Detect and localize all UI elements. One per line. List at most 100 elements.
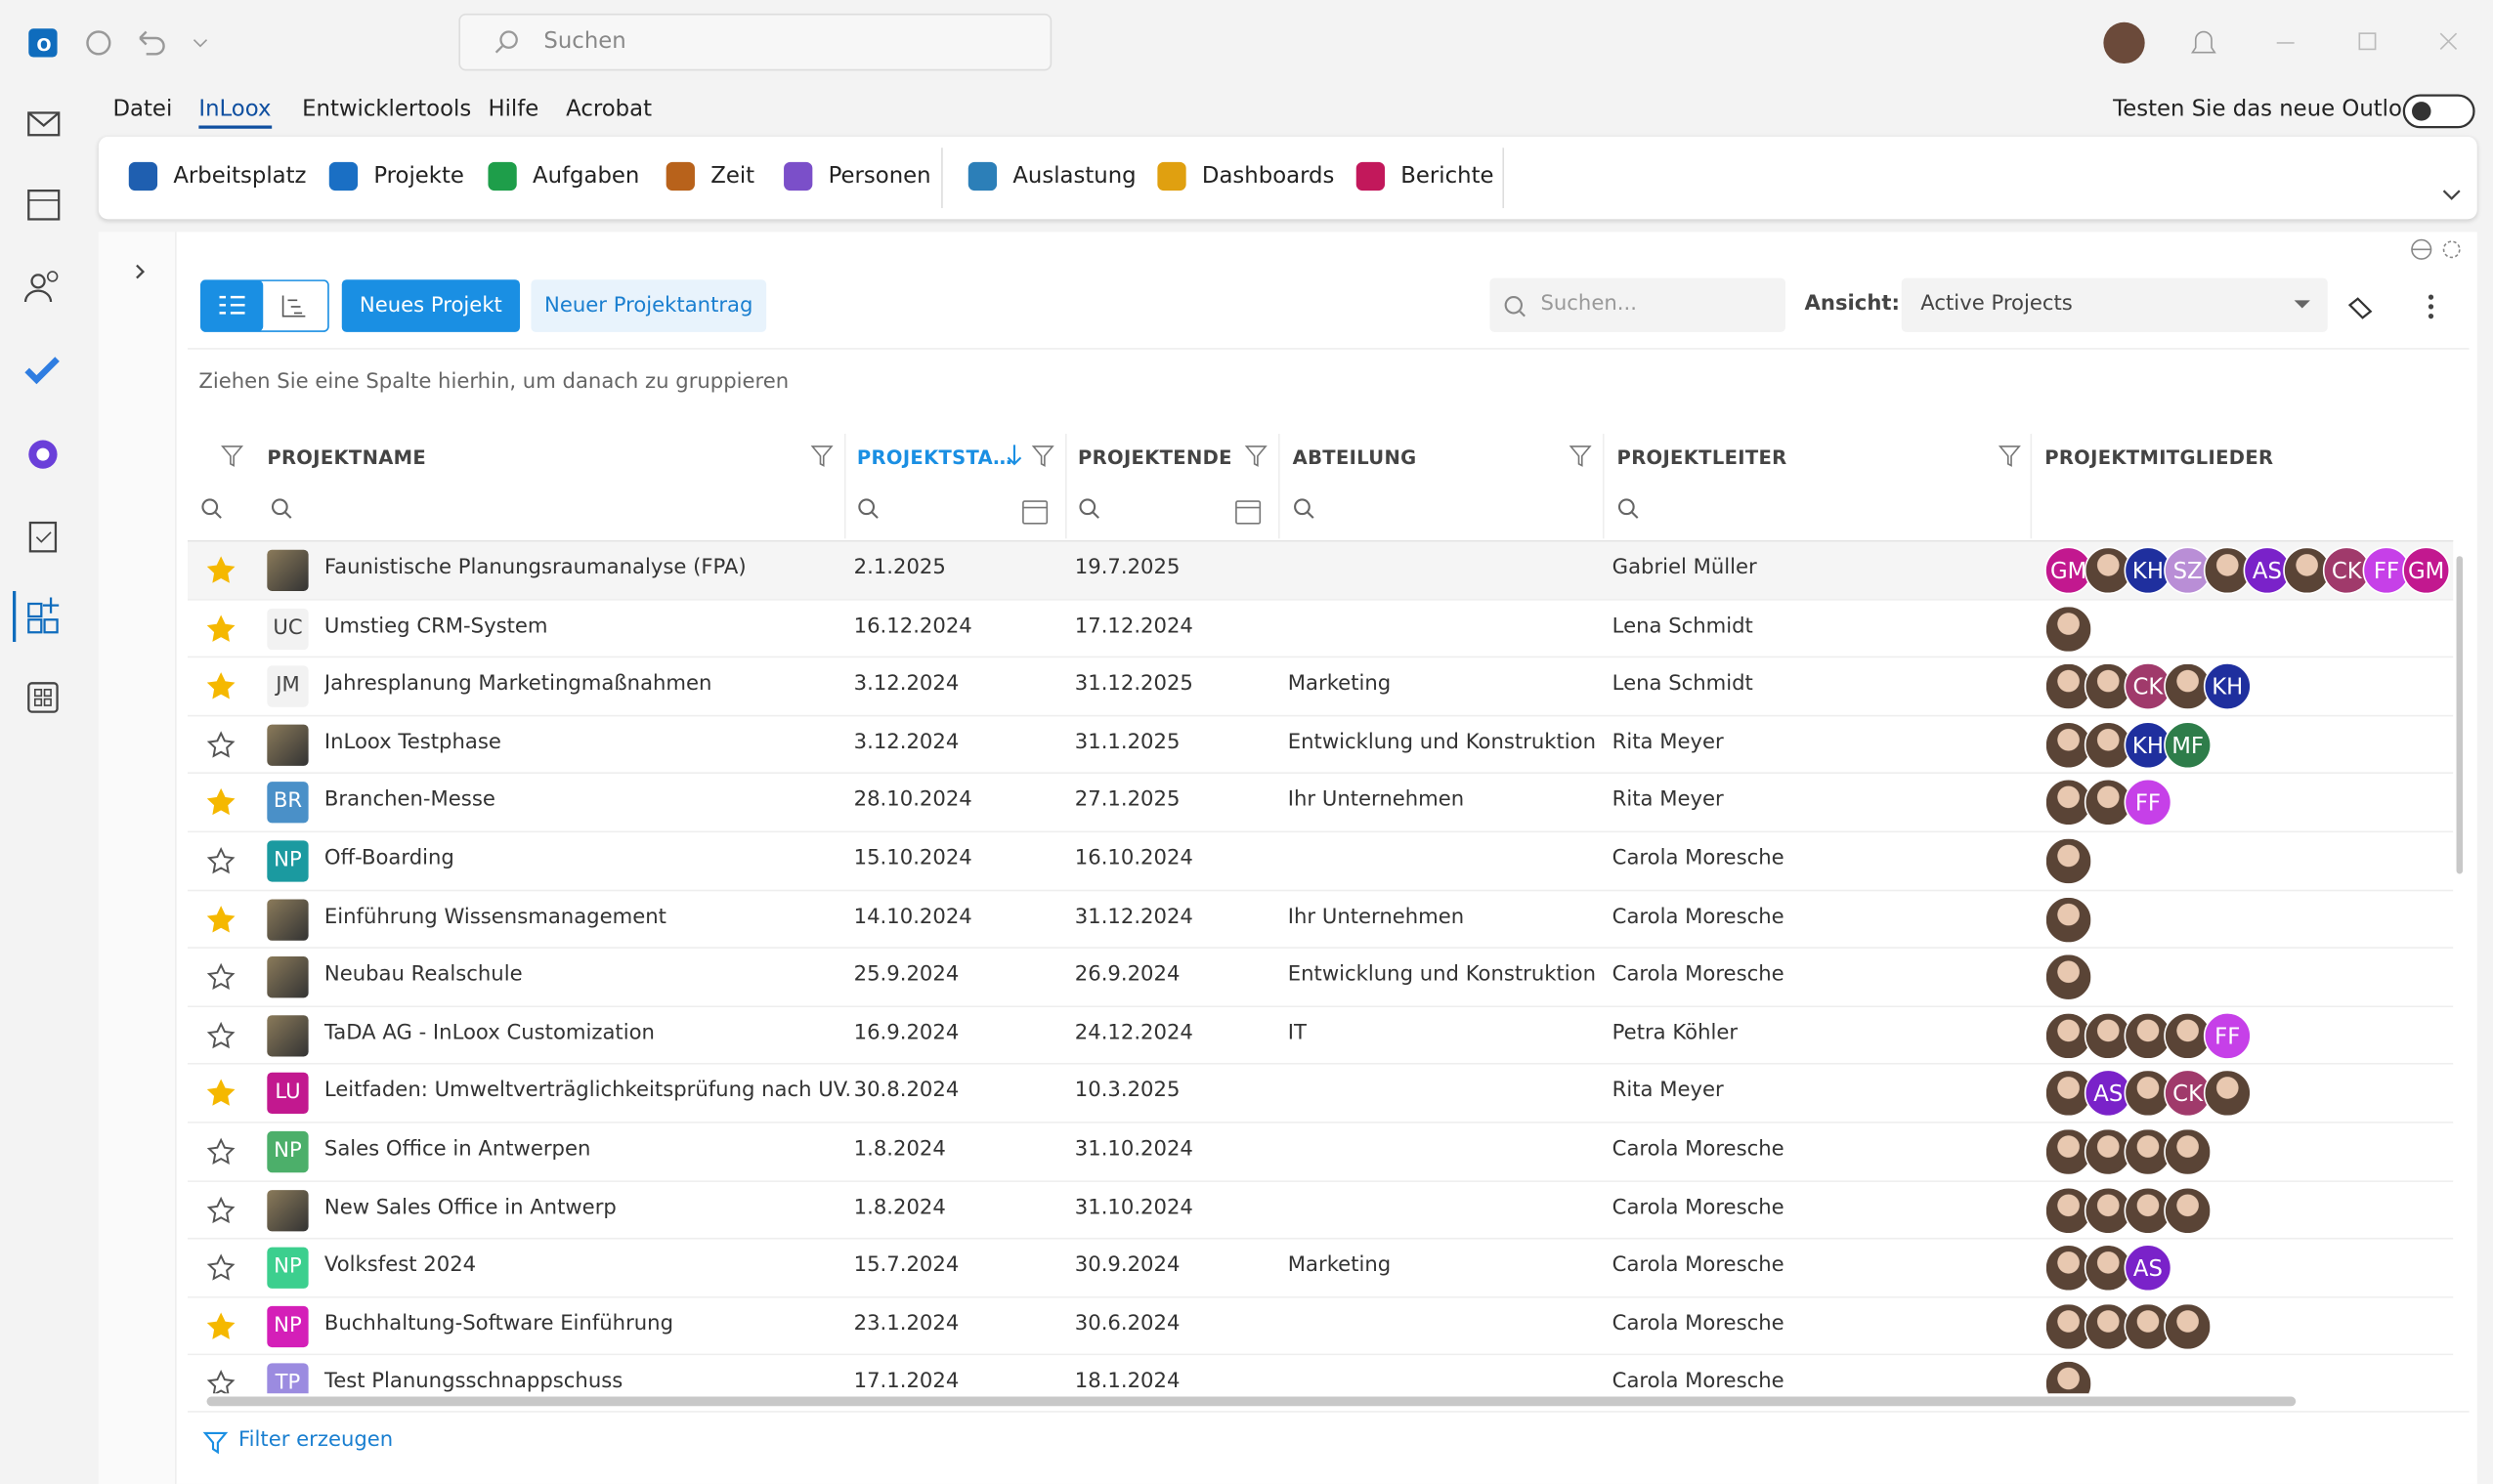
cell-name[interactable]: Umstieg CRM-System	[323, 614, 548, 639]
expand-button[interactable]	[127, 257, 159, 289]
ribbon-button[interactable]: Berichte	[1400, 163, 1494, 190]
column-header[interactable]: PROJEKTLEITER	[1616, 445, 1787, 469]
cell-name[interactable]: Leitfaden: Umweltverträglichkeitsprüfung…	[323, 1079, 849, 1104]
titlebar-icons: O	[28, 13, 2458, 71]
table-row[interactable]: NP Off-Boarding 15.10.2024 16.10.2024 Carola…	[187, 832, 2454, 891]
cell-name[interactable]: Branchen-Messe	[323, 788, 495, 813]
cell-end: 24.12.2024	[1074, 1021, 1193, 1045]
favorite-star[interactable]	[206, 556, 236, 584]
cell-name[interactable]: Faunistische Planungsraumanalyse (FPA)	[323, 556, 747, 580]
table-row[interactable]: NP Buchhaltung-Software Einführung 23.1.20…	[187, 1297, 2454, 1356]
star[interactable]	[206, 1137, 236, 1166]
table-row[interactable]: LU Leitfaden: Umweltverträglichkeitsprüfu…	[187, 1065, 2454, 1124]
toolbar-icons	[2294, 294, 2434, 319]
ribbon-button[interactable]: Projekte	[373, 163, 464, 190]
row-search	[201, 498, 222, 519]
cell-start: 16.12.2024	[853, 614, 972, 639]
column-header[interactable]: PROJEKTENDE	[1078, 445, 1232, 469]
table-row[interactable]: Einführung Wissensmanagement 14.10.2024 31…	[187, 890, 2454, 950]
table-row[interactable]: UC Umstieg CRM-System 16.12.2024 17.12.2024…	[187, 600, 2454, 658]
cell-name[interactable]: TaDA AG - InLoox Customization	[323, 1021, 655, 1045]
table-row[interactable]: TP Test Planungsschnappschuss 17.1.2024 18.…	[187, 1355, 2454, 1394]
create-filter[interactable]: Filter erzeugen	[238, 1428, 394, 1453]
table-row[interactable]: BR Branchen-Messe 28.10.2024 27.1.2025 Ihr U…	[187, 774, 2454, 833]
ribbon-button[interactable]: Aufgaben	[533, 163, 640, 190]
star[interactable]	[206, 846, 236, 875]
cell-end: 16.10.2024	[1074, 846, 1193, 871]
cell-name[interactable]: New Sales Office in Antwerp	[323, 1195, 617, 1220]
cell-name[interactable]: Buchhaltung-Software Einführung	[323, 1311, 674, 1336]
star[interactable]	[206, 1370, 236, 1394]
toggle[interactable]	[2401, 92, 2480, 133]
menu-item[interactable]: Datei	[112, 97, 173, 123]
cell-name[interactable]: Einführung Wissensmanagement	[323, 905, 666, 929]
star[interactable]	[206, 730, 236, 759]
ribbon-button[interactable]: Dashboards	[1201, 163, 1335, 190]
menu-item[interactable]: Hilfe	[488, 97, 539, 123]
cell-leader: Carola Moresche	[1612, 846, 1784, 871]
star[interactable]	[206, 1253, 236, 1282]
ribbon-icon	[1157, 161, 1186, 191]
star[interactable]	[206, 1196, 236, 1224]
ribbon-button[interactable]: Zeit	[710, 163, 755, 190]
cell-name[interactable]: Off-Boarding	[323, 846, 454, 871]
table-row[interactable]: Faunistische Planungsraumanalyse (FPA) 2.…	[187, 541, 2454, 601]
ribbon-button[interactable]: Arbeitsplatz	[173, 163, 307, 190]
column-header[interactable]: PROJEKTNAME	[267, 445, 427, 469]
favorite-star[interactable]	[206, 672, 236, 700]
star[interactable]	[206, 1021, 236, 1049]
star[interactable]	[206, 963, 236, 992]
favorite-star[interactable]	[206, 788, 236, 817]
cell-leader: Lena Schmidt	[1612, 614, 1753, 639]
cell-name[interactable]: Neubau Realschule	[323, 962, 523, 988]
project-image	[267, 1014, 309, 1057]
favorite-star[interactable]	[206, 905, 236, 933]
menu-item[interactable]: Entwicklertools	[302, 97, 472, 123]
cell-department: Ihr Unternehmen	[1287, 905, 1465, 929]
table-row[interactable]: JM Jahresplanung Marketingmaßnahmen 3.12.2…	[187, 657, 2454, 717]
favorite-star[interactable]	[206, 614, 236, 643]
column-header[interactable]: PROJEKTMITGLIEDER	[2044, 445, 2274, 469]
search-box[interactable]	[1489, 277, 1786, 332]
column-header[interactable]: PROJEKTSTA…	[856, 445, 1012, 469]
member-photo	[2084, 779, 2132, 827]
cell-name[interactable]: Sales Office in Antwerpen	[323, 1137, 591, 1162]
left-rail	[13, 111, 61, 713]
v-scrollbar[interactable]	[2456, 556, 2464, 874]
table-row[interactable]: NP Volksfest 2024 15.7.2024 30.9.2024 Market…	[187, 1239, 2454, 1298]
cell-end: 17.12.2024	[1074, 614, 1193, 639]
h-scrollbar[interactable]	[206, 1396, 2297, 1407]
table-row[interactable]: Neubau Realschule 25.9.2024 26.9.2024 Entwi…	[187, 949, 2454, 1007]
title-search[interactable]: Suchen	[543, 28, 626, 55]
menu-item[interactable]: InLoox	[198, 97, 272, 129]
view-select[interactable]	[1901, 277, 2328, 332]
column-header[interactable]: ABTEILUNG	[1292, 445, 1417, 469]
cell-end: 31.10.2024	[1074, 1195, 1193, 1220]
new-project-button[interactable]: Neues Projekt	[341, 279, 520, 332]
menu-item[interactable]: Acrobat	[566, 97, 653, 123]
cell-name[interactable]: Test Planungsschnappschuss	[323, 1370, 623, 1394]
ribbon-icon	[1355, 161, 1386, 191]
member-avatar: FF	[2203, 1011, 2252, 1060]
table-row[interactable]: NP Sales Office in Antwerpen 1.8.2024 31.10…	[187, 1123, 2454, 1182]
member-photo	[2044, 954, 2093, 1001]
table-row[interactable]: InLoox Testphase 3.12.2024 31.1.2025 Entwic…	[187, 716, 2454, 775]
favorite-star[interactable]	[206, 1312, 236, 1340]
ribbon-collapse[interactable]	[2432, 178, 2465, 210]
new-request-button[interactable]: Neuer Projektantrag	[531, 279, 767, 332]
filter-icon	[1244, 445, 1268, 467]
ribbon-button[interactable]: Auslastung	[1012, 163, 1137, 190]
cell-start: 17.1.2024	[853, 1370, 960, 1394]
search-placeholder: Suchen...	[1540, 292, 1637, 317]
table-row[interactable]: New Sales Office in Antwerp 1.8.2024 31.10…	[187, 1181, 2454, 1240]
cell-start: 15.7.2024	[853, 1253, 960, 1278]
cell-name[interactable]: Jahresplanung Marketingmaßnahmen	[323, 672, 712, 697]
favorite-star[interactable]	[206, 1080, 236, 1108]
project-icon: BR	[267, 782, 309, 825]
cell-name[interactable]: Volksfest 2024	[323, 1253, 477, 1278]
ribbon-button[interactable]: Personen	[828, 163, 931, 190]
table-row[interactable]: TaDA AG - InLoox Customization 16.9.2024 2…	[187, 1006, 2454, 1066]
view-switch[interactable]	[199, 279, 330, 333]
project-icon: NP	[267, 840, 309, 882]
cell-name[interactable]: InLoox Testphase	[323, 730, 501, 755]
